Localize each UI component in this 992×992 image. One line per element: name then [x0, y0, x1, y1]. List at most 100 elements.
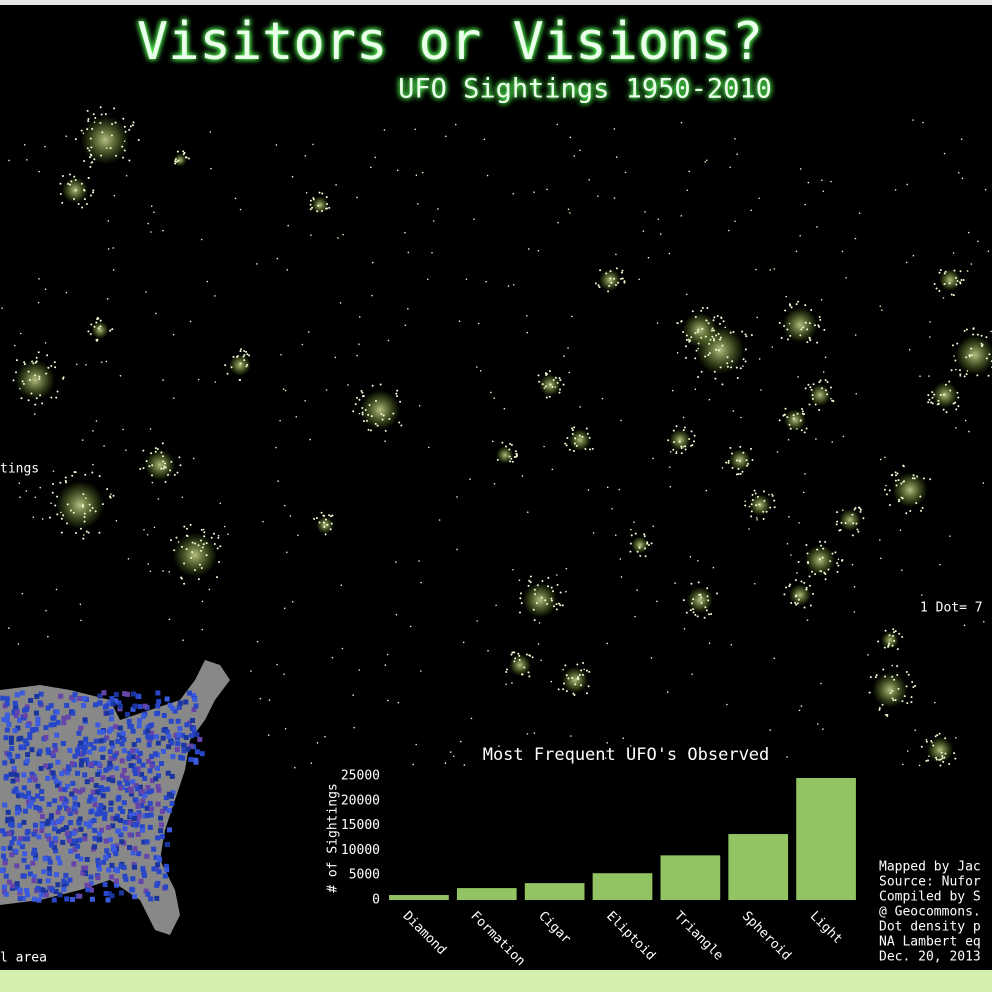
- sighting-dot: [824, 379, 827, 382]
- inset-cell: [19, 844, 25, 850]
- sighting-dot: [169, 469, 172, 472]
- sighting-dot: [194, 542, 197, 545]
- inset-cell: [61, 882, 67, 888]
- inset-cell: [29, 771, 35, 777]
- sighting-dot: [776, 451, 779, 453]
- sighting-dot: [784, 407, 787, 410]
- sighting-dot: [162, 379, 164, 381]
- sighting-dot: [93, 325, 96, 328]
- sighting-dot: [611, 507, 613, 510]
- inset-cell: [147, 824, 153, 830]
- sighting-dot: [712, 566, 715, 569]
- sighting-dot: [382, 414, 385, 417]
- sighting-dot: [154, 450, 157, 453]
- inset-cell: [43, 892, 49, 898]
- inset-cell: [132, 815, 138, 821]
- sighting-dot: [721, 383, 724, 386]
- sighting-dot: [180, 577, 183, 580]
- sighting-dot: [737, 467, 740, 470]
- sighting-dot: [110, 493, 112, 495]
- sighting-dot: [519, 597, 522, 600]
- sighting-dot: [585, 427, 588, 430]
- inset-cell: [60, 740, 66, 746]
- inset-cell: [194, 731, 200, 737]
- sighting-dot: [565, 444, 568, 447]
- sighting-dot: [778, 419, 781, 422]
- sighting-dot: [794, 601, 797, 604]
- sighting-dot: [831, 399, 834, 402]
- sighting-dot: [897, 687, 900, 690]
- sighting-dot: [407, 308, 409, 310]
- sighting-dot: [147, 222, 150, 225]
- sighting-dot: [358, 669, 360, 671]
- inset-cell: [28, 801, 34, 807]
- sighting-dot: [483, 138, 486, 141]
- sighting-dot: [675, 425, 678, 428]
- inset-cell: [69, 896, 75, 902]
- sighting-dot: [91, 127, 94, 130]
- sighting-dot: [671, 389, 674, 392]
- sighting-dot: [64, 479, 67, 482]
- sighting-dot: [896, 648, 899, 651]
- inset-cell: [16, 840, 22, 846]
- sighting-dot: [505, 670, 508, 673]
- inset-cell: [49, 750, 55, 756]
- inset-cell: [47, 859, 53, 865]
- inset-cell: [77, 837, 83, 843]
- inset-cell: [167, 702, 173, 708]
- sighting-dot: [246, 363, 249, 366]
- sighting-dot: [545, 396, 548, 399]
- sighting-dot: [753, 582, 756, 585]
- sighting-dot: [527, 584, 530, 587]
- sighting-dot: [566, 437, 569, 440]
- inset-cell: [130, 779, 136, 785]
- sighting-dot: [821, 179, 823, 182]
- sighting-dot: [629, 745, 632, 747]
- sighting-dot: [571, 315, 573, 318]
- sighting-dot: [751, 499, 754, 502]
- inset-cell: [26, 803, 32, 809]
- inset-cell: [40, 887, 46, 893]
- sighting-dot: [744, 360, 747, 363]
- sighting-dot: [824, 356, 827, 359]
- inset-cell: [193, 759, 199, 765]
- inset-cell: [78, 740, 84, 746]
- inset-cell: [72, 691, 78, 697]
- inset-cell: [4, 701, 10, 707]
- inset-cell: [191, 707, 197, 713]
- sighting-dot: [614, 534, 617, 536]
- sighting-dot: [906, 750, 909, 752]
- sighting-dot: [567, 208, 570, 211]
- inset-cell: [80, 870, 86, 876]
- sighting-dot: [200, 539, 203, 542]
- sighting-dot: [952, 402, 955, 405]
- sighting-dot: [331, 514, 334, 517]
- inset-land: [0, 660, 230, 935]
- sighting-dot: [749, 447, 752, 450]
- sighting-dot: [107, 248, 110, 250]
- inset-cell: [65, 714, 71, 720]
- sighting-dot: [80, 527, 83, 530]
- sighting-dot: [217, 534, 220, 537]
- inset-cell: [82, 836, 88, 842]
- inset-cell: [118, 785, 124, 791]
- inset-cell: [15, 790, 21, 796]
- sighting-dot: [690, 430, 693, 433]
- inset-cell: [113, 691, 119, 697]
- inset-cell: [117, 725, 123, 731]
- sighting-dot: [688, 437, 691, 440]
- cluster-glow: [686, 586, 714, 614]
- sighting-dot: [692, 598, 695, 601]
- sighting-dot: [132, 121, 135, 124]
- top-border: [0, 0, 992, 5]
- inset-cell: [121, 800, 127, 806]
- sighting-dot: [823, 328, 826, 331]
- sighting-dot: [927, 759, 930, 762]
- sighting-dot: [239, 208, 242, 211]
- inset-cell: [13, 848, 19, 854]
- sighting-dot: [69, 509, 72, 512]
- sighting-dot: [785, 295, 788, 298]
- sighting-dot: [315, 517, 318, 520]
- sighting-dot: [139, 468, 142, 471]
- inset-cell: [65, 783, 71, 789]
